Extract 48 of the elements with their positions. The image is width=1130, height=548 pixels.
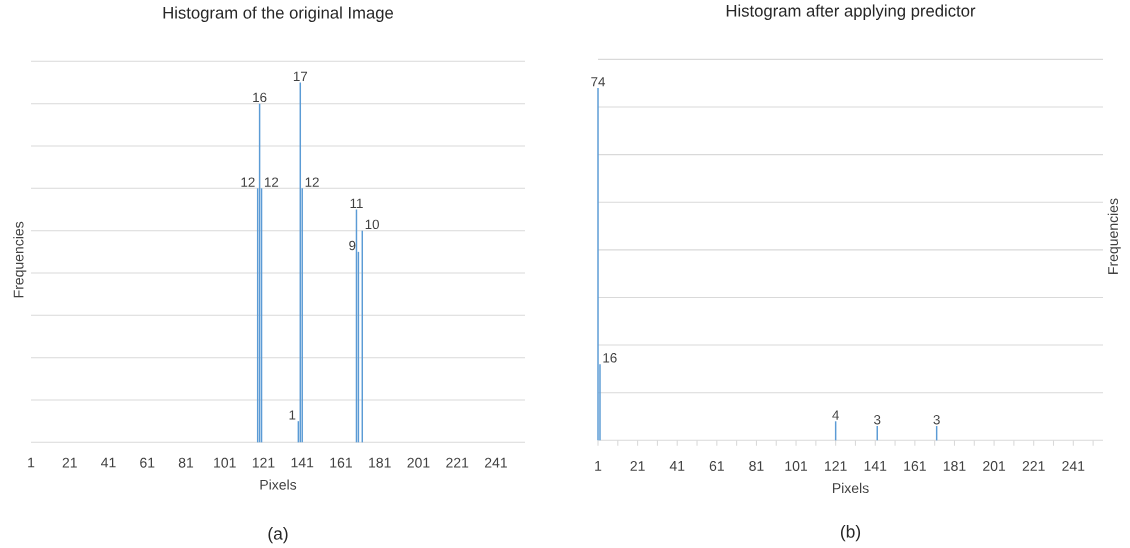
x-tick-label: 181 — [943, 461, 966, 472]
x-tick-label: 81 — [749, 461, 764, 472]
data-label: 74 — [591, 77, 606, 87]
x-tick-label: 121 — [825, 461, 847, 471]
data-label: 1 — [289, 410, 296, 420]
x-tick-label: 141 — [864, 461, 887, 471]
x-tick-label: 161 — [330, 457, 352, 468]
data-label: 16 — [603, 353, 617, 363]
x-tick-label: 221 — [1022, 461, 1045, 471]
x-tick-label: 1 — [595, 461, 602, 471]
data-label: 4 — [832, 410, 839, 420]
x-tick-label: 161 — [904, 461, 926, 472]
x-tick-label: 21 — [630, 461, 645, 471]
data-label: 12 — [264, 177, 279, 187]
y-axis-title: Frequencies — [13, 222, 27, 298]
data-label: 17 — [293, 71, 308, 82]
x-tick-label: 141 — [291, 457, 314, 468]
chart-title: Histogram after applying predictor — [726, 4, 976, 21]
data-label: 12 — [305, 177, 319, 187]
x-tick-label: 101 — [214, 457, 236, 468]
data-label: 3 — [933, 415, 940, 425]
x-tick-label: 21 — [62, 457, 77, 468]
x-tick-label: 201 — [407, 457, 430, 468]
data-label: 3 — [874, 415, 881, 425]
x-tick-label: 81 — [178, 457, 194, 468]
y-axis-title: Frequencies — [1107, 198, 1121, 275]
x-tick-label: 41 — [669, 461, 685, 471]
x-tick-label: 101 — [785, 461, 808, 472]
chart-title: Histogram of the original Image — [163, 6, 394, 23]
text: (a) — [268, 527, 288, 544]
x-tick-label: 221 — [446, 457, 469, 468]
x-axis-title: Pixels — [832, 482, 869, 494]
x-tick-label: 61 — [709, 461, 724, 472]
data-label: 11 — [350, 198, 363, 209]
x-tick-label: 201 — [983, 461, 1006, 472]
x-tick-label: 1 — [28, 457, 35, 468]
data-label: 12 — [241, 177, 255, 187]
data-label: 16 — [253, 92, 267, 103]
data-label: 9 — [349, 240, 356, 251]
x-tick-label: 181 — [369, 457, 391, 468]
x-axis-title: Pixels — [260, 479, 297, 490]
x-tick-label: 241 — [1062, 461, 1085, 471]
data-label: 10 — [365, 219, 379, 230]
x-tick-label: 121 — [252, 457, 275, 468]
x-tick-label: 241 — [484, 457, 507, 468]
x-tick-label: 61 — [140, 457, 155, 468]
x-tick-label: 41 — [101, 457, 116, 468]
text: (b) — [840, 525, 861, 542]
